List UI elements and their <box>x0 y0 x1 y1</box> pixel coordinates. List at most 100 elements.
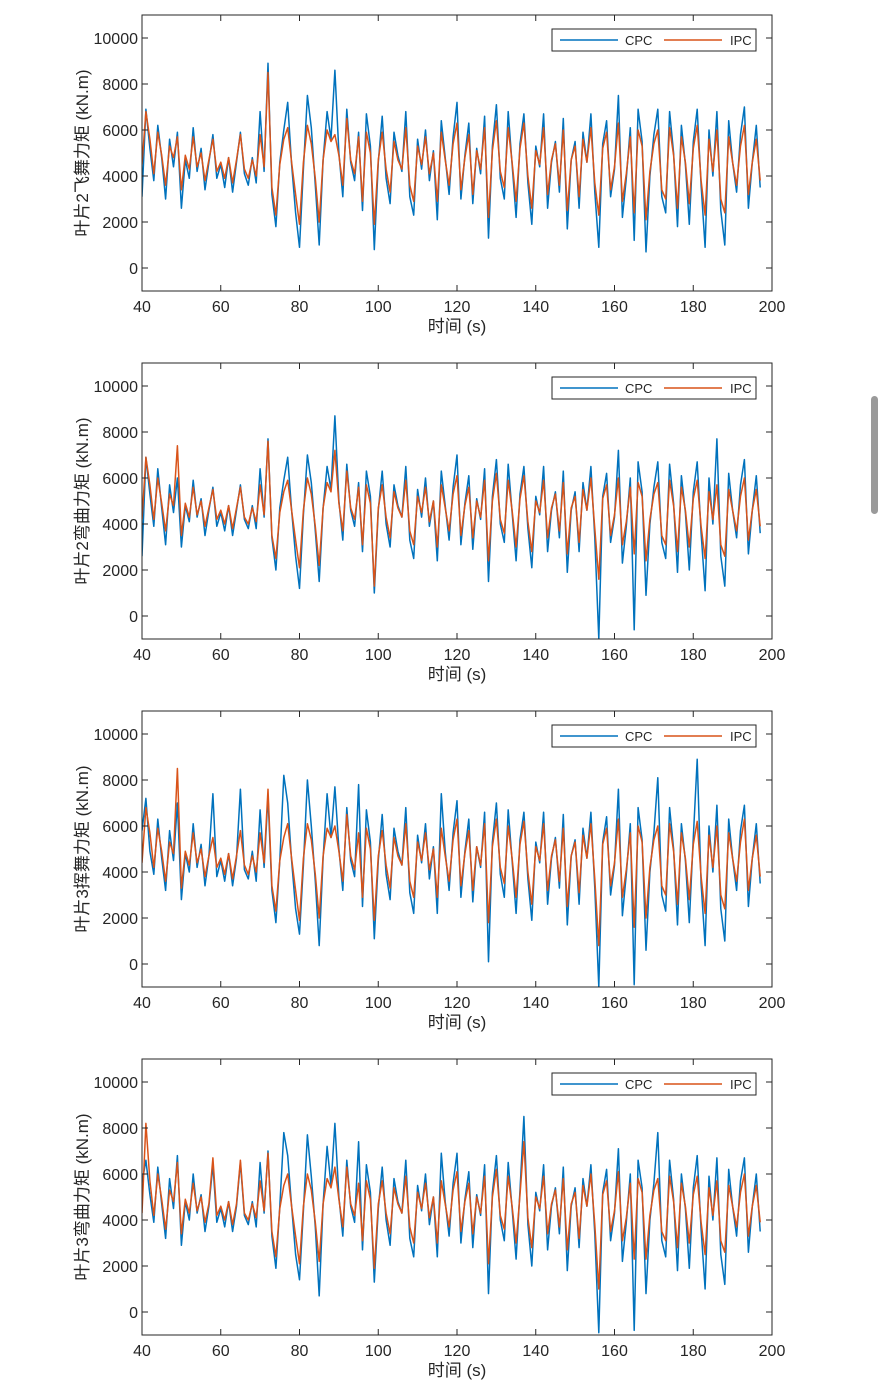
series-line-ipc <box>142 440 761 587</box>
x-tick-label: 180 <box>680 1343 707 1360</box>
x-tick-label: 100 <box>365 1343 392 1360</box>
x-tick-label: 180 <box>680 647 707 664</box>
x-tick-label: 60 <box>212 647 230 664</box>
y-tick-label: 10000 <box>94 1075 139 1092</box>
legend-box <box>551 28 757 52</box>
x-axis-label: 时间 (s) <box>428 317 487 336</box>
y-axis-label: 叶片3弯曲力矩 (kN.m) <box>73 1113 92 1280</box>
x-tick-label: 140 <box>522 299 549 316</box>
x-tick-label: 200 <box>759 299 786 316</box>
x-tick-label: 200 <box>759 1343 786 1360</box>
y-tick-label: 10000 <box>94 727 139 744</box>
x-tick-label: 180 <box>680 995 707 1012</box>
legend-label-ipc: IPC <box>730 1077 752 1092</box>
series-line-cpc <box>142 1115 761 1334</box>
chart-blade3-flap-moment: 40 60 80 100 120 140 160 180 2000200040006000800… <box>73 710 786 1032</box>
y-tick-label: 8000 <box>102 77 138 94</box>
y-tick-label: 4000 <box>102 517 138 534</box>
y-tick-label: 6000 <box>102 1167 138 1184</box>
x-tick-label: 80 <box>291 1343 309 1360</box>
series-line-ipc <box>142 71 761 226</box>
y-tick-label: 0 <box>129 261 138 278</box>
x-tick-label: 160 <box>601 299 628 316</box>
x-tick-label: 160 <box>601 647 628 664</box>
y-tick-label: 10000 <box>94 379 139 396</box>
legend-box <box>551 376 757 400</box>
y-tick-label: 8000 <box>102 773 138 790</box>
x-tick-label: 180 <box>680 299 707 316</box>
x-tick-label: 60 <box>212 1343 230 1360</box>
plot-frame <box>141 14 773 292</box>
y-tick-label: 4000 <box>102 169 138 186</box>
x-tick-label: 80 <box>291 995 309 1012</box>
x-tick-label: 140 <box>522 1343 549 1360</box>
x-tick-label: 120 <box>444 995 471 1012</box>
x-tick-label: 120 <box>444 647 471 664</box>
plot-frame <box>141 362 773 640</box>
y-tick-label: 8000 <box>102 1121 138 1138</box>
y-tick-label: 2000 <box>102 215 138 232</box>
y-axis-label: 叶片2弯曲力矩 (kN.m) <box>73 417 92 584</box>
y-axis-label: 叶片3挥舞力矩 (kN.m) <box>73 765 92 932</box>
x-tick-label: 140 <box>522 995 549 1012</box>
y-tick-label: 4000 <box>102 865 138 882</box>
x-tick-label: 100 <box>365 299 392 316</box>
x-tick-label: 80 <box>291 647 309 664</box>
legend-label-ipc: IPC <box>730 729 752 744</box>
y-tick-label: 0 <box>129 957 138 974</box>
legend: CPC IPC <box>551 376 757 400</box>
legend-label-cpc: CPC <box>625 381 652 396</box>
x-axis-label: 时间 (s) <box>428 1361 487 1380</box>
y-tick-label: 0 <box>129 1305 138 1322</box>
legend-label-ipc: IPC <box>730 381 752 396</box>
chart-blade2-flap-moment: 40 60 80 100 120 140 160 180 2000200040006000800… <box>73 14 786 336</box>
chart-blade3-bending-moment: 40 60 80 100 120 140 160 180 2000200040006000800… <box>73 1058 786 1380</box>
legend: CPC IPC <box>551 1072 757 1096</box>
x-tick-label: 40 <box>133 299 151 316</box>
x-tick-label: 80 <box>291 299 309 316</box>
x-tick-label: 200 <box>759 647 786 664</box>
legend: CPC IPC <box>551 724 757 748</box>
series-line-ipc <box>142 1122 761 1290</box>
x-tick-label: 140 <box>522 647 549 664</box>
x-axis-label: 时间 (s) <box>428 1013 487 1032</box>
x-tick-label: 60 <box>212 995 230 1012</box>
y-tick-label: 2000 <box>102 911 138 928</box>
x-tick-label: 160 <box>601 1343 628 1360</box>
x-tick-label: 200 <box>759 995 786 1012</box>
chart-panel-2: 40 60 80 100 120 140 160 180 200 0 2000 4000 6000 800… <box>0 348 882 696</box>
legend-label-ipc: IPC <box>730 33 752 48</box>
vertical-scrollbar[interactable] <box>871 396 878 514</box>
y-tick-label: 10000 <box>94 31 139 48</box>
x-tick-label: 120 <box>444 1343 471 1360</box>
x-axis-label: 时间 (s) <box>428 665 487 684</box>
chart-blade2-bending-moment: 40 60 80 100 120 140 160 180 2000200040006000800… <box>73 362 786 684</box>
y-tick-label: 0 <box>129 609 138 626</box>
series-line-ipc <box>142 767 761 947</box>
y-tick-label: 4000 <box>102 1213 138 1230</box>
legend-label-cpc: CPC <box>625 33 652 48</box>
legend: CPC IPC <box>551 28 757 52</box>
y-tick-label: 2000 <box>102 563 138 580</box>
x-tick-label: 40 <box>133 1343 151 1360</box>
x-tick-label: 100 <box>365 995 392 1012</box>
y-tick-label: 2000 <box>102 1259 138 1276</box>
chart-panel-1: 40 60 80 100 120 140 160 180 200 0 2000 4000 6000 800… <box>0 0 882 348</box>
legend-box <box>551 1072 757 1096</box>
x-tick-label: 100 <box>365 647 392 664</box>
legend-box <box>551 724 757 748</box>
y-tick-label: 6000 <box>102 123 138 140</box>
chart-panel-4: 40 60 80 100 120 140 160 180 200 0 2000 4000 6000 800… <box>0 1044 882 1392</box>
chart-panel-3: 40 60 80 100 120 140 160 180 200 0 2000 4000 6000 800… <box>0 696 882 1044</box>
y-tick-label: 6000 <box>102 471 138 488</box>
x-tick-label: 60 <box>212 299 230 316</box>
x-tick-label: 40 <box>133 647 151 664</box>
legend-label-cpc: CPC <box>625 1077 652 1092</box>
y-axis-label: 叶片2飞舞力矩 (kN.m) <box>73 69 92 236</box>
x-tick-label: 160 <box>601 995 628 1012</box>
y-tick-label: 8000 <box>102 425 138 442</box>
legend-label-cpc: CPC <box>625 729 652 744</box>
x-tick-label: 40 <box>133 995 151 1012</box>
x-tick-label: 120 <box>444 299 471 316</box>
y-tick-label: 6000 <box>102 819 138 836</box>
